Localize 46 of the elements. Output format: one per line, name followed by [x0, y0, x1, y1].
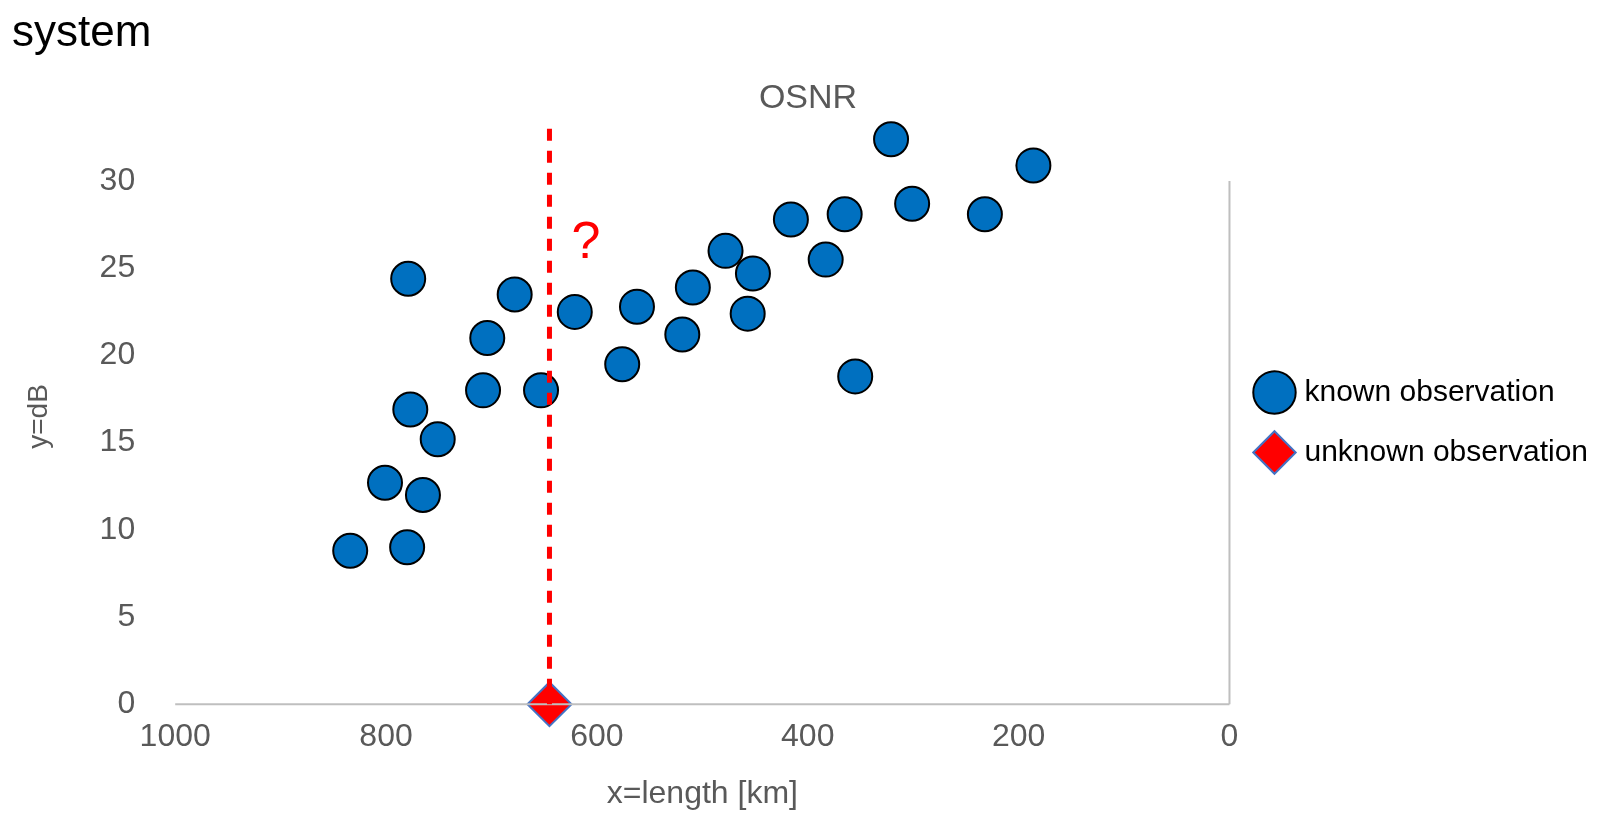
y-axis-title: y=dB — [21, 384, 53, 449]
y-tick-label: 30 — [99, 160, 136, 197]
point — [496, 276, 533, 313]
x-tick-label: 200 — [991, 717, 1046, 754]
y-tick-label: 0 — [117, 684, 136, 721]
point — [465, 372, 502, 409]
point — [826, 196, 863, 233]
chart-title: OSNR — [758, 76, 858, 115]
point — [734, 255, 771, 292]
point — [332, 532, 369, 569]
point — [772, 201, 809, 238]
y-tick-label: 25 — [99, 248, 136, 285]
point — [556, 293, 593, 330]
x-axis-title: x=length [km] — [606, 773, 798, 810]
x-tick-label: 0 — [1220, 717, 1239, 754]
x-tick-label: 400 — [781, 717, 835, 754]
point — [404, 476, 441, 513]
point — [1015, 147, 1052, 184]
y-tick-label: 10 — [99, 509, 136, 546]
legend-label: unknown observation — [1304, 433, 1589, 467]
point — [966, 196, 1003, 233]
point — [873, 121, 910, 158]
y-tick-label: 20 — [99, 335, 136, 372]
point — [389, 529, 426, 566]
point — [807, 241, 844, 278]
point — [894, 185, 931, 222]
point — [664, 316, 701, 353]
y-tick-label: 15 — [99, 422, 136, 459]
text: system — [12, 6, 152, 56]
point — [604, 346, 641, 383]
x-tick-label: 800 — [359, 717, 413, 754]
x-tick-label: 600 — [570, 717, 624, 754]
point — [469, 320, 506, 357]
point — [392, 391, 429, 428]
y-tick-label: 5 — [117, 596, 136, 633]
point — [419, 421, 456, 458]
point — [837, 358, 874, 395]
x-tick-label: 1000 — [139, 717, 211, 754]
point — [618, 288, 655, 325]
point — [367, 464, 403, 501]
legend-label: known observation — [1304, 373, 1555, 407]
point — [707, 232, 744, 269]
point — [729, 295, 766, 332]
annotation: ? — [571, 211, 601, 270]
point — [674, 269, 711, 306]
point — [390, 260, 427, 297]
